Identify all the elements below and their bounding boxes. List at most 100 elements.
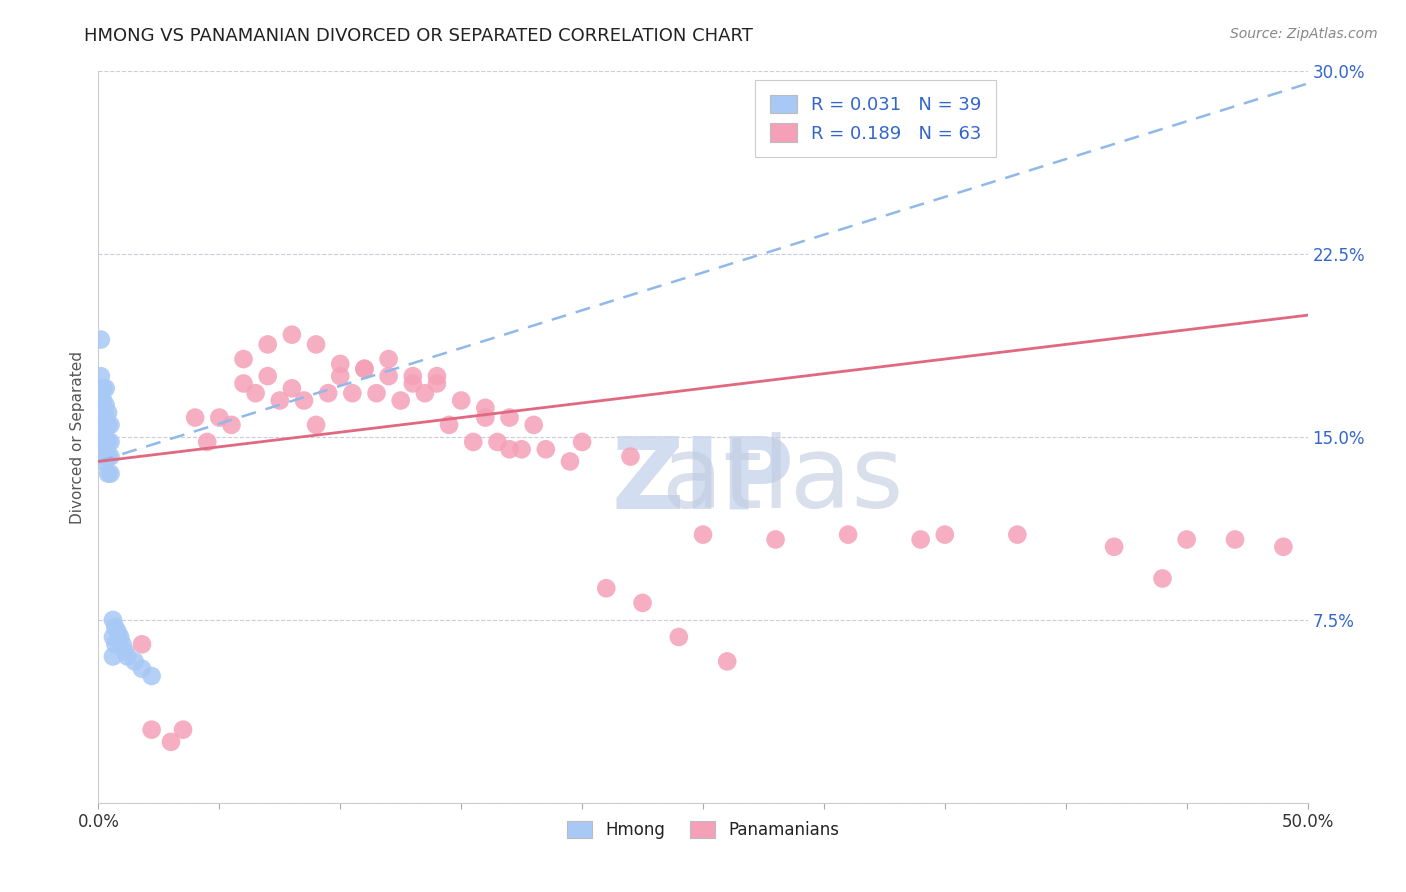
Point [316, 386, 339, 401]
Point [232, 352, 254, 367]
Point [141, 723, 163, 737]
Point [94, 450, 117, 464]
Point [117, 649, 139, 664]
Point [1102, 540, 1125, 554]
Point [716, 654, 738, 668]
Point [281, 381, 304, 395]
Point [534, 442, 557, 457]
Point [571, 434, 593, 449]
Point [100, 467, 122, 481]
Point [1007, 527, 1029, 541]
Point [305, 337, 328, 351]
Point [101, 630, 124, 644]
Text: atlas: atlas [503, 433, 903, 530]
Point [141, 669, 163, 683]
Point [329, 357, 352, 371]
Point [668, 630, 690, 644]
Point [114, 645, 136, 659]
Point [90, 417, 112, 432]
Point [195, 434, 218, 449]
Point [97, 434, 120, 449]
Point [232, 376, 254, 391]
Point [101, 613, 124, 627]
Point [329, 369, 352, 384]
Point [94, 398, 117, 412]
Point [91, 393, 114, 408]
Point [184, 410, 207, 425]
Point [131, 637, 153, 651]
Point [342, 386, 364, 401]
Point [94, 410, 117, 425]
Point [910, 533, 932, 547]
Point [437, 417, 460, 432]
Point [692, 527, 714, 541]
Point [353, 361, 375, 376]
Point [91, 430, 114, 444]
Point [837, 527, 859, 541]
Point [450, 393, 472, 408]
Point [94, 434, 117, 449]
Point [91, 442, 114, 457]
Legend: Hmong, Panamanians: Hmong, Panamanians [560, 814, 846, 846]
Point [94, 423, 117, 437]
Point [269, 393, 291, 408]
Point [160, 735, 183, 749]
Point [631, 596, 654, 610]
Point [131, 662, 153, 676]
Point [100, 450, 122, 464]
Point [426, 376, 449, 391]
Point [619, 450, 641, 464]
Point [402, 376, 425, 391]
Point [510, 442, 533, 457]
Point [256, 337, 278, 351]
Point [426, 369, 449, 384]
Point [100, 434, 122, 449]
Text: ZIP: ZIP [612, 433, 794, 530]
Point [413, 386, 436, 401]
Point [90, 369, 112, 384]
Point [558, 454, 581, 468]
Point [402, 369, 425, 384]
Point [377, 369, 399, 384]
Point [1223, 533, 1246, 547]
Point [124, 654, 146, 668]
Point [97, 450, 120, 464]
Point [172, 723, 194, 737]
Point [94, 381, 117, 395]
Point [934, 527, 956, 541]
Point [366, 386, 388, 401]
Point [97, 406, 120, 420]
Point [765, 533, 787, 547]
Point [523, 417, 546, 432]
Point [463, 434, 485, 449]
Point [292, 393, 315, 408]
Point [256, 369, 278, 384]
Point [595, 581, 617, 595]
Point [91, 454, 114, 468]
Point [91, 381, 114, 395]
Point [245, 386, 267, 401]
Point [353, 361, 375, 376]
Point [111, 637, 134, 651]
Point [377, 352, 399, 367]
Point [104, 620, 127, 634]
Point [498, 410, 520, 425]
Point [104, 637, 127, 651]
Point [305, 417, 328, 432]
Point [474, 410, 496, 425]
Point [281, 327, 304, 342]
Point [498, 442, 520, 457]
Point [97, 467, 120, 481]
Point [389, 393, 412, 408]
Point [107, 625, 129, 640]
Point [90, 430, 112, 444]
Point [90, 393, 112, 408]
Point [100, 417, 122, 432]
Text: Source: ZipAtlas.com: Source: ZipAtlas.com [1230, 27, 1378, 41]
Y-axis label: Divorced or Separated: Divorced or Separated [70, 351, 86, 524]
Point [97, 417, 120, 432]
Point [486, 434, 509, 449]
Point [1175, 533, 1198, 547]
Point [221, 417, 243, 432]
Point [1272, 540, 1295, 554]
